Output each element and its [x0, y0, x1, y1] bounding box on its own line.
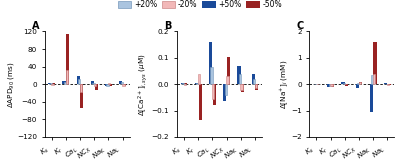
Bar — [345, 84, 348, 86]
Bar — [182, 83, 184, 84]
Bar — [94, 84, 98, 90]
Bar — [342, 82, 344, 84]
Bar — [343, 83, 345, 84]
Bar — [213, 84, 216, 105]
Text: C: C — [296, 21, 304, 31]
Bar — [226, 76, 229, 84]
Bar — [198, 74, 200, 84]
Bar — [94, 84, 96, 86]
Bar — [106, 84, 109, 86]
Bar — [356, 84, 359, 88]
Bar — [359, 82, 361, 84]
Bar — [387, 84, 390, 85]
Bar — [209, 42, 212, 84]
Bar — [384, 83, 387, 84]
Bar — [239, 74, 241, 84]
Bar — [109, 84, 112, 86]
Bar — [91, 81, 94, 84]
Bar — [62, 81, 66, 84]
Bar — [122, 84, 125, 86]
Text: B: B — [164, 21, 172, 31]
Bar — [77, 76, 80, 84]
Bar — [196, 83, 198, 84]
Bar — [66, 70, 68, 84]
Bar — [373, 74, 375, 84]
Bar — [240, 84, 243, 90]
Bar — [120, 82, 123, 84]
Bar — [51, 84, 54, 85]
Bar — [227, 56, 230, 84]
Bar — [255, 84, 258, 90]
Bar — [92, 83, 94, 84]
Bar — [78, 79, 80, 84]
Bar — [255, 84, 257, 88]
Bar — [52, 83, 55, 84]
Bar — [328, 84, 331, 86]
Bar — [370, 84, 373, 112]
Bar — [252, 74, 255, 84]
Bar — [359, 82, 362, 84]
Bar — [331, 84, 334, 87]
Bar — [66, 34, 69, 84]
Bar — [388, 84, 391, 85]
Bar — [119, 81, 122, 84]
Text: A: A — [32, 21, 39, 31]
Bar — [48, 83, 51, 84]
Bar — [223, 84, 226, 101]
Bar — [123, 84, 126, 86]
Y-axis label: $\Delta$APD$_{90}$ (ms): $\Delta$APD$_{90}$ (ms) — [6, 61, 16, 108]
Bar — [237, 66, 240, 84]
Bar — [224, 84, 227, 95]
Bar — [80, 84, 84, 108]
Bar — [108, 83, 110, 84]
Bar — [198, 84, 202, 120]
Legend: +20%, -20%, +50%, -50%: +20%, -20%, +50%, -50% — [114, 0, 286, 12]
Bar — [253, 79, 255, 84]
Bar — [327, 84, 330, 87]
Y-axis label: $\Delta$[Na$^{+}$]$_{i}$ (mM): $\Delta$[Na$^{+}$]$_{i}$ (mM) — [278, 60, 290, 109]
Bar — [374, 42, 376, 84]
Bar — [50, 83, 52, 84]
Bar — [181, 83, 184, 84]
Bar — [80, 84, 82, 92]
Bar — [195, 83, 198, 84]
Bar — [184, 84, 186, 85]
Bar — [371, 75, 374, 84]
Bar — [212, 84, 214, 99]
Y-axis label: $\Delta$[Ca$^{2+}$]$_{i,sys}$ ($\mu$M): $\Delta$[Ca$^{2+}$]$_{i,sys}$ ($\mu$M) — [137, 53, 150, 116]
Bar — [184, 83, 188, 84]
Bar — [241, 84, 244, 92]
Bar — [330, 84, 333, 86]
Bar — [64, 82, 66, 84]
Bar — [105, 84, 108, 86]
Bar — [357, 83, 359, 84]
Bar — [210, 67, 213, 84]
